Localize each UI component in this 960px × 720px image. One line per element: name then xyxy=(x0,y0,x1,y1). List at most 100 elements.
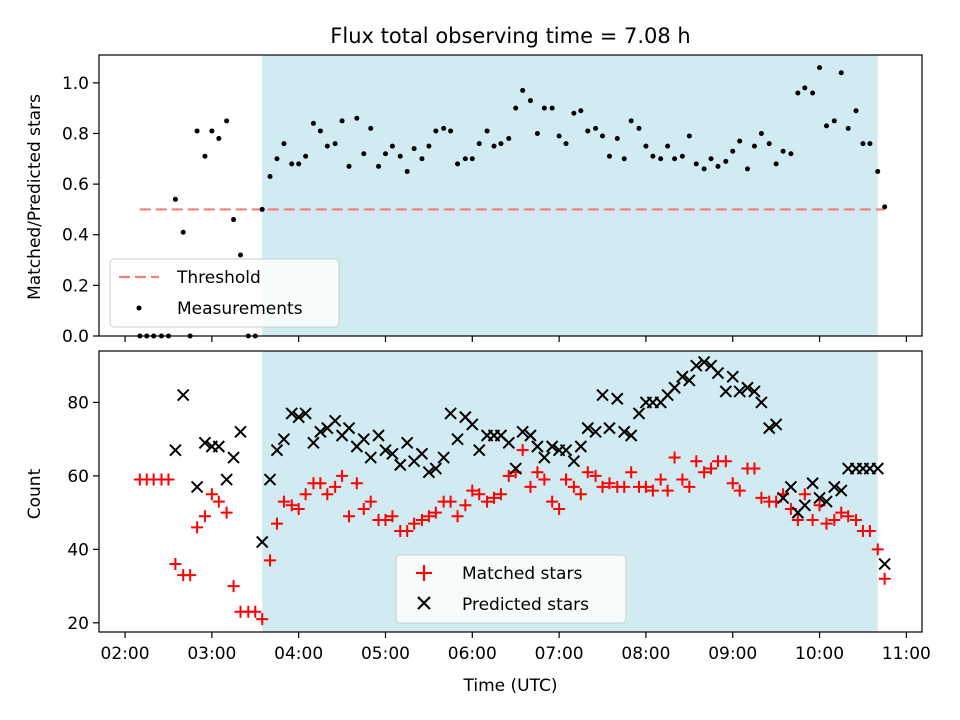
matched-stars-point xyxy=(350,477,363,490)
matched-stars-point xyxy=(878,572,891,585)
measurement-point xyxy=(679,153,685,159)
y-tick-label: 0.2 xyxy=(62,276,89,296)
measurement-point xyxy=(324,143,330,149)
matched-stars-point xyxy=(618,480,631,493)
matched-stars-point xyxy=(596,480,609,493)
matched-stars-point xyxy=(249,605,262,618)
predicted-stars-point xyxy=(776,491,790,505)
measurement-point xyxy=(723,158,729,164)
count-plot-frame xyxy=(98,350,923,633)
matched-stars-point xyxy=(560,473,573,486)
count-legend-box xyxy=(395,554,627,624)
predicted-stars-point xyxy=(422,466,436,479)
measurement-point xyxy=(643,143,649,149)
measurement-point xyxy=(824,123,830,129)
predicted-stars-point xyxy=(567,454,581,468)
y-tick-label: 0.0 xyxy=(62,327,89,347)
measurement-point xyxy=(368,125,374,131)
predicted-stars-point xyxy=(234,425,247,439)
matched-stars-point xyxy=(364,495,377,508)
matched-stars-point xyxy=(466,484,479,497)
ratio-panel: 0.0 0.2 0.4 0.6 0.8 1.0 Matched/Predicted sta… xyxy=(25,54,923,347)
predicted-stars-point xyxy=(328,414,342,427)
matched-stars-point xyxy=(212,495,225,508)
matched-stars-series xyxy=(133,444,891,626)
observing-interval-shade xyxy=(262,55,878,336)
matched-stars-point xyxy=(625,466,638,479)
predicted-stars-point xyxy=(516,425,529,439)
measurement-point xyxy=(346,163,352,169)
predicted-stars-point xyxy=(299,407,312,420)
matched-stars-point xyxy=(321,488,334,501)
predicted-stars-point xyxy=(429,462,443,475)
predicted-stars-point xyxy=(169,443,182,457)
predicted-stars-point xyxy=(342,421,356,435)
matched-stars-point xyxy=(820,517,833,530)
matched-stars-point xyxy=(676,473,689,486)
predicted-stars-point xyxy=(624,429,638,442)
legend-measurements-label: Measurements xyxy=(177,299,303,319)
matched-stars-point xyxy=(162,473,175,486)
matched-stars-point xyxy=(574,488,587,501)
predicted-stars-point xyxy=(668,381,681,394)
measurement-point xyxy=(462,156,468,162)
count-y-label: Count xyxy=(25,468,45,519)
matched-stars-point xyxy=(488,491,501,504)
predicted-stars-point xyxy=(806,477,819,490)
predicted-stars-point xyxy=(574,440,588,453)
count-legend: Matched stars Predicted stars xyxy=(395,554,627,624)
matched-stars-point xyxy=(871,543,884,556)
matched-stars-point xyxy=(329,480,342,493)
matched-stars-point xyxy=(835,506,848,519)
matched-stars-point xyxy=(726,477,739,490)
x-axis-label: Time (UTC) xyxy=(463,676,558,696)
matched-stars-point xyxy=(567,480,580,493)
ratio-y-label: Matched/Predicted stars xyxy=(25,94,45,300)
matched-stars-point xyxy=(791,513,804,526)
legend-matched-label: Matched stars xyxy=(462,564,582,584)
y-tick-label: 0.6 xyxy=(62,175,89,195)
measurement-point xyxy=(520,87,526,93)
predicted-stars-point xyxy=(227,451,240,464)
predicted-stars-point xyxy=(784,480,798,494)
measurement-point xyxy=(853,108,859,114)
measurement-point xyxy=(730,148,736,154)
measurement-point xyxy=(433,128,439,134)
legend-predicted-swatch xyxy=(417,596,431,610)
predicted-stars-point xyxy=(748,385,761,398)
measurement-point xyxy=(194,128,200,134)
legend-matched-swatch xyxy=(416,565,432,581)
predicted-stars-point xyxy=(190,480,204,494)
matched-stars-point xyxy=(546,495,559,508)
predicted-stars-point xyxy=(466,418,479,431)
matched-stars-point xyxy=(184,569,197,582)
measurement-point xyxy=(484,128,490,134)
measurement-point xyxy=(209,128,215,134)
measurement-point xyxy=(411,146,417,152)
predicted-stars-series xyxy=(169,355,891,571)
matched-stars-point xyxy=(256,613,269,626)
matched-stars-point xyxy=(285,499,298,512)
x-tick-label: 09:00 xyxy=(708,644,757,664)
measurement-point xyxy=(317,128,323,134)
matched-stars-point xyxy=(408,517,421,530)
predicted-stars-point xyxy=(285,407,298,420)
predicted-stars-point xyxy=(559,443,573,457)
predicted-stars-point xyxy=(270,443,284,457)
predicted-stars-point xyxy=(307,436,320,450)
predicted-stars-point xyxy=(437,451,450,464)
predicted-stars-point xyxy=(632,407,646,420)
predicted-stars-point xyxy=(220,473,233,486)
chart-title: Flux total observing time = 7.08 h xyxy=(330,24,690,48)
matched-stars-point xyxy=(336,469,349,482)
measurement-point xyxy=(469,156,475,162)
matched-stars-point xyxy=(270,517,283,530)
predicted-stars-point xyxy=(755,396,768,409)
predicted-stars-point xyxy=(212,440,226,453)
measurement-point xyxy=(867,141,873,147)
predicted-stars-point xyxy=(473,443,486,457)
matched-stars-point xyxy=(299,488,312,501)
measurement-point xyxy=(238,252,244,258)
count-y-axis: 20 40 60 80 xyxy=(67,393,99,634)
matched-stars-point xyxy=(553,502,566,515)
